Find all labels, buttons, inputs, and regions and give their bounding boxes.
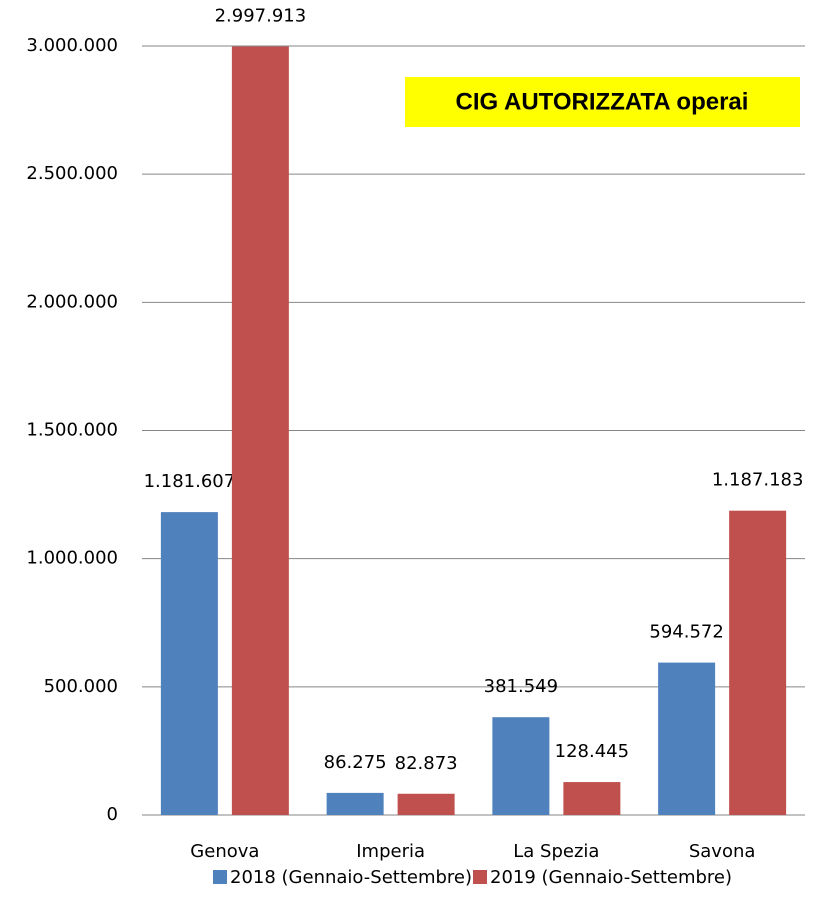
legend-label: 2019 (Gennaio-Settembre) bbox=[490, 867, 732, 888]
y-tick-label: 1.500.000 bbox=[26, 420, 118, 441]
legend-swatch bbox=[473, 870, 487, 884]
y-tick-label: 3.000.000 bbox=[26, 35, 118, 56]
bar bbox=[492, 717, 550, 815]
value-label: 82.873 bbox=[395, 753, 458, 774]
y-tick-label: 0 bbox=[107, 804, 118, 825]
value-label: 381.549 bbox=[484, 676, 558, 697]
legend-label: 2018 (Gennaio-Settembre) bbox=[230, 867, 472, 888]
x-tick-label: Genova bbox=[190, 841, 259, 862]
y-tick-label: 2.500.000 bbox=[26, 163, 118, 184]
bar bbox=[729, 510, 787, 815]
x-tick-label: La Spezia bbox=[513, 841, 599, 862]
bar bbox=[231, 46, 289, 815]
bar bbox=[160, 512, 218, 815]
value-label: 128.445 bbox=[555, 741, 629, 762]
title-box bbox=[405, 77, 800, 127]
y-tick-label: 500.000 bbox=[44, 676, 118, 697]
value-label: 2.997.913 bbox=[215, 6, 307, 27]
x-tick-label: Savona bbox=[689, 841, 756, 862]
value-label: 594.572 bbox=[649, 622, 723, 643]
chart-title: CIG AUTORIZZATA operai bbox=[456, 88, 749, 115]
y-tick-label: 2.000.000 bbox=[26, 291, 118, 312]
x-tick-label: Imperia bbox=[356, 841, 425, 862]
bar bbox=[326, 792, 384, 815]
y-tick-label: 1.000.000 bbox=[26, 548, 118, 569]
value-label: 1.181.607 bbox=[144, 471, 236, 492]
value-label: 86.275 bbox=[324, 752, 387, 773]
bar bbox=[563, 782, 621, 815]
bar bbox=[397, 793, 455, 815]
value-label: 1.187.183 bbox=[712, 470, 804, 491]
bar bbox=[658, 662, 716, 815]
legend-swatch bbox=[213, 870, 227, 884]
